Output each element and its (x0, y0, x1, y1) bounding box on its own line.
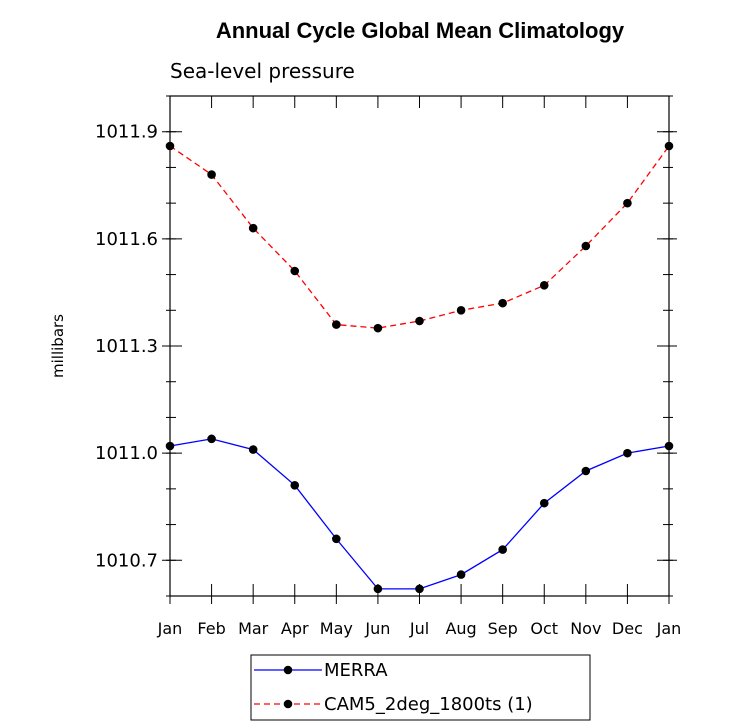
data-point (581, 466, 591, 476)
legend-label: MERRA (324, 660, 388, 681)
x-tick-labels: Jan Feb Mar Apr May Jun Jul Aug Sep Oct Nov Dec Jan (157, 619, 682, 638)
y-axis-label: millibars (49, 314, 67, 378)
data-point (373, 584, 383, 594)
data-point (623, 448, 632, 458)
data-point (456, 570, 466, 579)
data-point (415, 316, 424, 326)
data-point (290, 266, 300, 276)
legend-box (250, 654, 591, 721)
x-tick-label: Dec (612, 619, 643, 638)
y-tick-label: 1011.9 (95, 122, 158, 143)
legend-marker (283, 665, 293, 675)
x-tick-label: Jan (157, 619, 183, 638)
tick-marks (162, 95, 677, 604)
x-tick-label: Jul (409, 619, 429, 638)
x-tick-label: Oct (530, 619, 558, 638)
chart-subtitle: Sea-level pressure (170, 59, 355, 83)
data-point (248, 445, 258, 454)
plot-frame (169, 95, 670, 597)
data-point (456, 305, 466, 315)
y-tick-label: 1010.7 (95, 550, 158, 571)
data-point (498, 298, 507, 308)
x-tick-label: Aug (445, 619, 476, 638)
legend-label: CAM5_2deg_1800ts (1) (324, 694, 533, 715)
x-tick-label: Mar (238, 619, 269, 638)
x-tick-label: Jan (656, 619, 682, 638)
data-point (332, 534, 341, 544)
y-tick-label: 1011.3 (95, 336, 158, 357)
data-point (207, 434, 216, 444)
x-tick-label: Feb (197, 619, 225, 638)
y-tick-labels: 1010.7 1011.0 1011.3 1011.6 1011.9 (95, 122, 158, 572)
data-point (373, 323, 383, 333)
data-point (207, 170, 216, 179)
legend: MERRA CAM5_2deg_1800ts (1) (250, 654, 591, 721)
series-layer (165, 141, 674, 594)
legend-marker (283, 699, 293, 709)
x-tick-label: Sep (488, 619, 518, 638)
data-point (498, 545, 507, 554)
data-point (581, 241, 591, 251)
series-line (169, 438, 670, 590)
data-point (290, 480, 300, 490)
y-tick-label: 1011.0 (95, 443, 158, 464)
data-point (332, 320, 341, 329)
x-tick-label: Jun (364, 619, 390, 638)
x-tick-label: Nov (570, 619, 601, 638)
y-tick-label: 1011.6 (95, 229, 158, 250)
x-tick-label: Apr (281, 619, 309, 638)
data-point (623, 198, 632, 208)
data-point (539, 280, 549, 290)
chart-title: Annual Cycle Global Mean Climatology (216, 18, 625, 43)
data-point (539, 498, 549, 508)
x-tick-label: May (320, 619, 353, 638)
data-point (415, 584, 424, 594)
data-point (248, 223, 258, 233)
series-line (169, 145, 670, 329)
